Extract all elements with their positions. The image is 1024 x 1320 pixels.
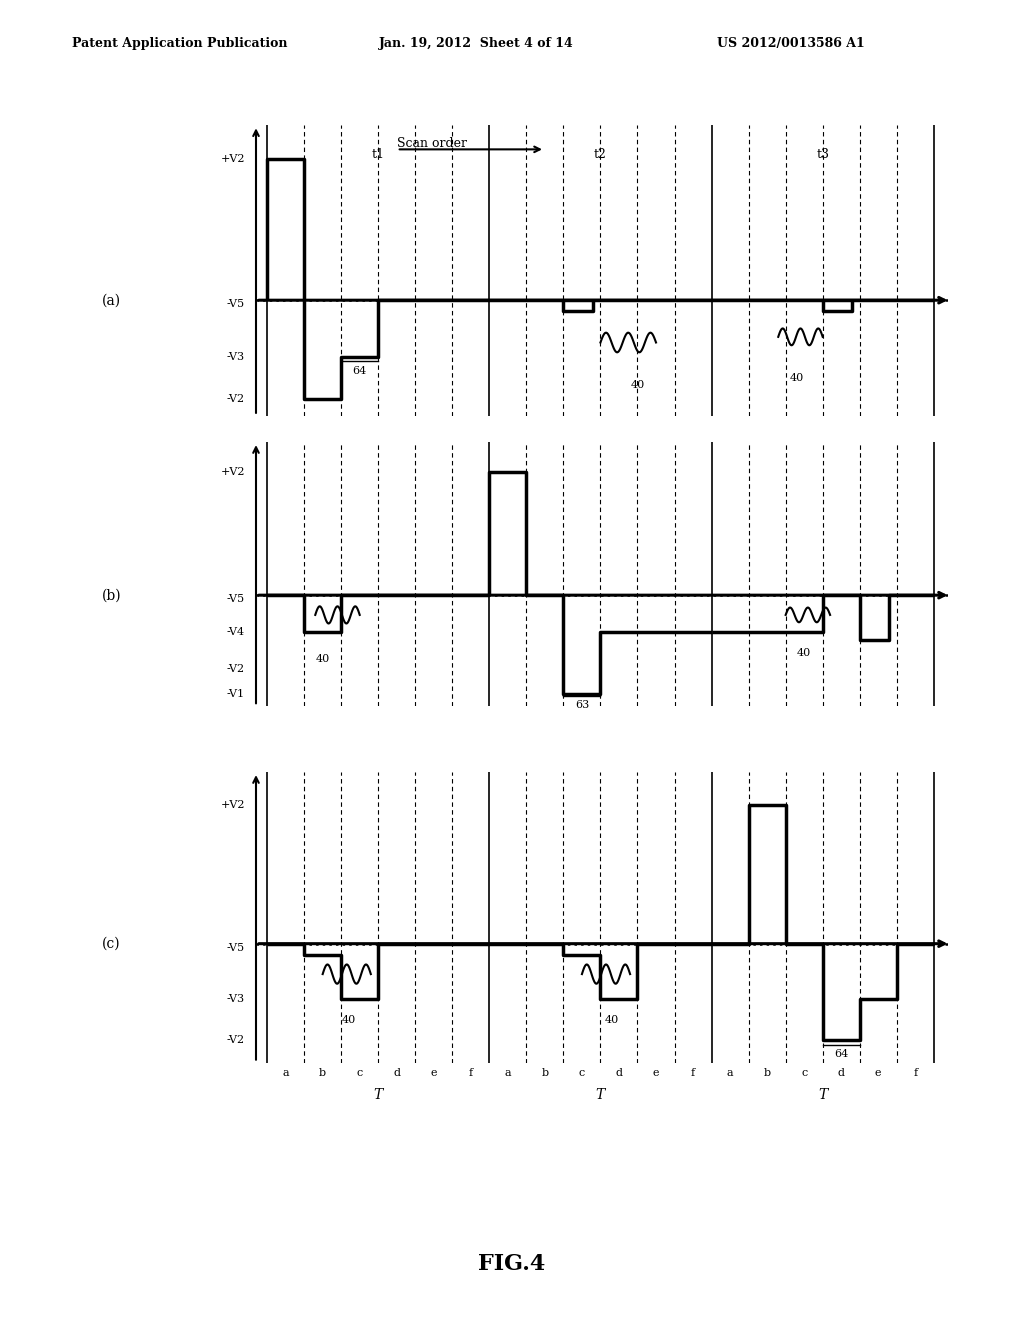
Text: 40: 40 (315, 655, 330, 664)
Text: -V5: -V5 (226, 300, 245, 309)
Text: t3: t3 (816, 148, 829, 161)
Text: -V5: -V5 (226, 594, 245, 603)
Text: (a): (a) (102, 293, 121, 308)
Text: e: e (430, 1068, 437, 1078)
Text: US 2012/0013586 A1: US 2012/0013586 A1 (717, 37, 864, 50)
Text: c: c (801, 1068, 807, 1078)
Text: T: T (818, 1088, 827, 1102)
Text: FIG.4: FIG.4 (478, 1253, 546, 1275)
Text: -V1: -V1 (226, 689, 245, 698)
Text: e: e (874, 1068, 882, 1078)
Text: 40: 40 (341, 1015, 355, 1026)
Text: +V2: +V2 (220, 467, 245, 477)
Text: +V2: +V2 (220, 800, 245, 810)
Text: e: e (652, 1068, 659, 1078)
Text: -V3: -V3 (226, 351, 245, 362)
Text: b: b (542, 1068, 549, 1078)
Text: f: f (913, 1068, 918, 1078)
Text: f: f (469, 1068, 473, 1078)
Text: a: a (727, 1068, 733, 1078)
Text: -V2: -V2 (226, 664, 245, 675)
Text: a: a (283, 1068, 289, 1078)
Text: (b): (b) (101, 589, 122, 602)
Text: b: b (319, 1068, 327, 1078)
Text: b: b (764, 1068, 771, 1078)
Text: -V4: -V4 (226, 627, 245, 638)
Text: Scan order: Scan order (396, 137, 467, 150)
Text: T: T (374, 1088, 383, 1102)
Text: Jan. 19, 2012  Sheet 4 of 14: Jan. 19, 2012 Sheet 4 of 14 (379, 37, 573, 50)
Text: T: T (596, 1088, 605, 1102)
Text: t1: t1 (372, 148, 385, 161)
Text: 63: 63 (574, 700, 589, 710)
Text: 40: 40 (631, 380, 645, 391)
Text: a: a (505, 1068, 511, 1078)
Text: -V2: -V2 (226, 393, 245, 404)
Text: 40: 40 (790, 374, 804, 383)
Text: d: d (838, 1068, 845, 1078)
Text: 40: 40 (604, 1015, 618, 1026)
Text: -V2: -V2 (226, 1035, 245, 1045)
Text: (c): (c) (102, 937, 121, 950)
Text: 64: 64 (352, 367, 367, 376)
Text: 64: 64 (835, 1049, 848, 1059)
Text: t2: t2 (594, 148, 607, 161)
Text: +V2: +V2 (220, 154, 245, 164)
Text: Patent Application Publication: Patent Application Publication (72, 37, 287, 50)
Text: d: d (393, 1068, 400, 1078)
Text: f: f (691, 1068, 695, 1078)
Text: c: c (356, 1068, 362, 1078)
Text: c: c (579, 1068, 585, 1078)
Text: 40: 40 (797, 648, 811, 659)
Text: -V5: -V5 (226, 942, 245, 953)
Text: -V3: -V3 (226, 994, 245, 1005)
Text: d: d (615, 1068, 623, 1078)
